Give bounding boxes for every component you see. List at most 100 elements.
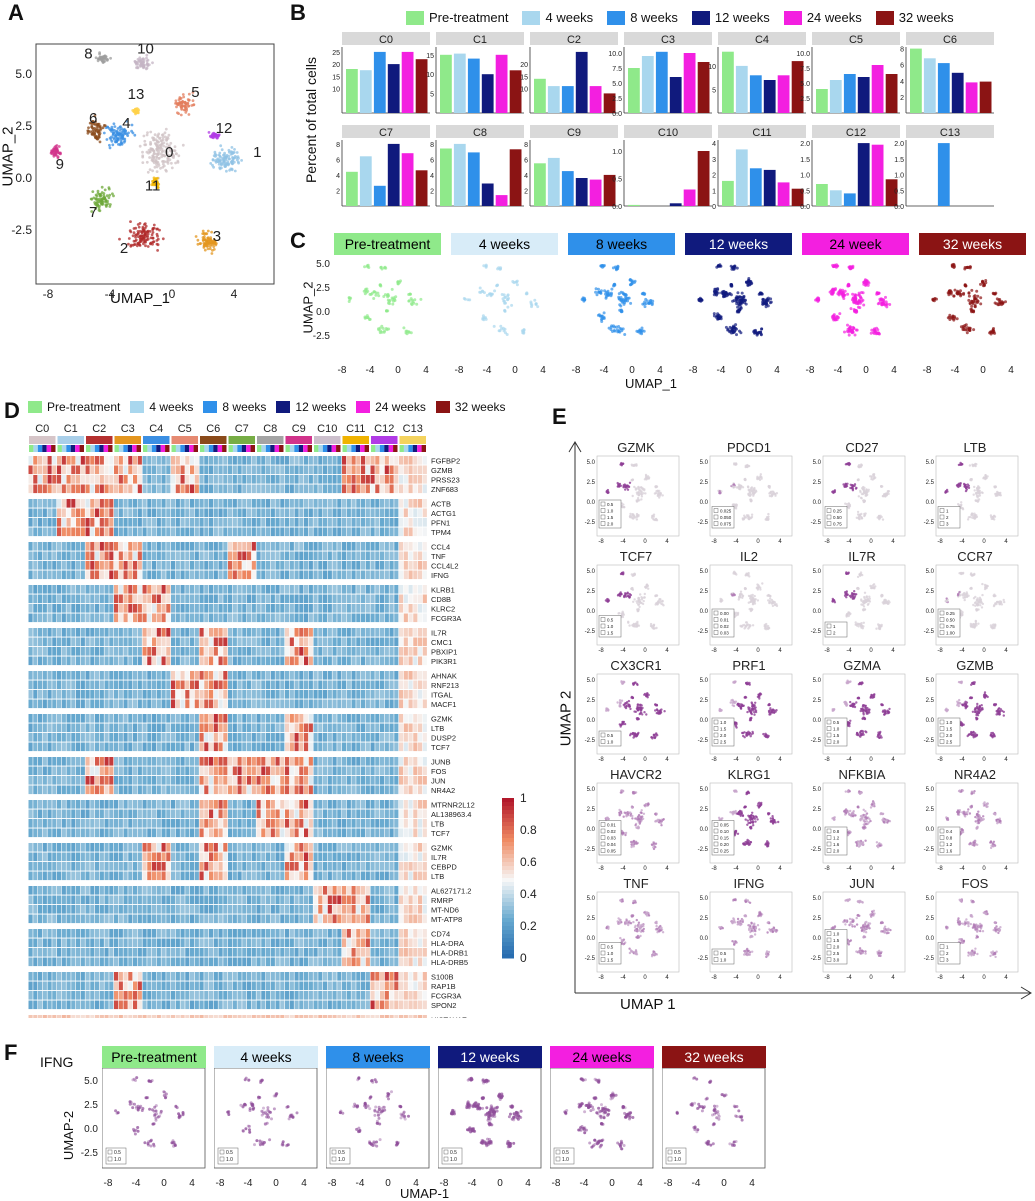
- feature-legend-value: 2.0: [607, 522, 614, 527]
- facet-ytick: 0: [712, 204, 716, 211]
- feature-xtick: 0: [756, 539, 760, 545]
- feature-legend-value: 1.0: [833, 727, 840, 732]
- feature-ytick: 0.0: [700, 609, 709, 615]
- feature-plot-title: JUN: [849, 876, 874, 891]
- feature-legend-value: 0.8: [833, 829, 840, 834]
- bar-C0-5: [416, 59, 428, 113]
- feature-ytick: 5.0: [813, 896, 822, 902]
- legend-swatch: [876, 11, 894, 25]
- feature-legend-value: 1.6: [833, 842, 840, 847]
- heatmap-col-annot: [86, 436, 113, 452]
- bar-C12-2: [844, 193, 856, 206]
- heatmap-block-12: [29, 972, 427, 1009]
- feature-legend-value: 1.0: [607, 624, 614, 629]
- feature-legend-value: 0.75: [946, 624, 955, 629]
- bar-C4-1: [736, 66, 748, 113]
- bar-C8-2: [468, 152, 480, 206]
- feature-legend: 0.050.100.150.200.25: [712, 821, 734, 856]
- colorbar-tick: 0.8: [520, 823, 537, 837]
- feature-legend-value: 0.04: [607, 842, 616, 847]
- feature-ytick: 2.5: [926, 698, 935, 704]
- heatmap-gene-label: RAP1B: [431, 982, 456, 991]
- feature-legend-value: 0.50: [833, 515, 842, 520]
- feature-plot-title: PRF1: [732, 658, 765, 673]
- feature-legend: 0.51.01.5: [599, 616, 621, 638]
- feature-xtick: -4: [959, 866, 965, 872]
- feature-legend-value: 2.0: [720, 733, 727, 738]
- feature-ytick: -2.5: [811, 738, 822, 744]
- facet-ytick: 6: [430, 157, 434, 164]
- feature-xtick: 0: [643, 866, 647, 872]
- bar-C11-2: [750, 168, 762, 206]
- bar-C12-4: [872, 145, 884, 206]
- heatmap-col-label: C6: [206, 423, 220, 435]
- bar-C2-3: [576, 52, 588, 113]
- feature-plot-title: IFNG: [733, 876, 764, 891]
- facet-ytick: 0.0: [612, 111, 622, 118]
- feature-legend-value: 2.5: [833, 951, 840, 956]
- facet-ytick: 1.0: [612, 149, 622, 156]
- bar-C0-0: [346, 69, 358, 113]
- feature-legend-value: 2.0: [946, 733, 953, 738]
- facet-title: C13: [940, 127, 960, 139]
- panel-f-xtick: 0: [497, 1178, 503, 1189]
- heatmap-col-annot: [58, 436, 85, 452]
- facet-title: C7: [379, 127, 393, 139]
- umap-c-xtick: -4: [717, 365, 726, 376]
- feature-ytick: 2.5: [926, 807, 935, 813]
- umap-c-xtick: 0: [980, 365, 986, 376]
- umap-c-xtick: 4: [774, 365, 780, 376]
- feature-legend: 12: [825, 622, 847, 637]
- cluster-label-13: 13: [128, 86, 145, 103]
- feature-xtick: -8: [711, 539, 717, 545]
- feature-xtick: -8: [824, 648, 830, 654]
- heatmap-col-label: C9: [292, 423, 306, 435]
- feature-xtick: 0: [982, 866, 986, 872]
- facet-title: C3: [661, 34, 675, 46]
- heatmap-block-0: [29, 456, 427, 493]
- heatmap-gene-label: TPM4: [431, 528, 451, 537]
- feature-xtick: 4: [665, 975, 669, 981]
- facet-ytick: 15: [520, 74, 528, 81]
- feature-plot-title: NR4A2: [954, 767, 996, 782]
- heatmap-gene-label: AHNAK: [431, 672, 457, 681]
- feature-legend-value: 0.10: [720, 829, 729, 834]
- feature-ytick: 5.0: [700, 787, 709, 793]
- colorbar-tick: 0.6: [520, 855, 537, 869]
- heatmap-col-label: C11: [346, 423, 365, 435]
- bar-C1-4: [496, 55, 508, 113]
- facet-ytick: 4: [524, 173, 528, 180]
- facet-ytick: 10.0: [796, 51, 810, 58]
- feature-xtick: -8: [711, 757, 717, 763]
- heatmap-gene-label: PRSS23: [431, 476, 460, 485]
- feature-ytick: 0.0: [813, 609, 822, 615]
- feature-xtick: 4: [665, 648, 669, 654]
- heatmap-gene-label: AL138963.4: [431, 810, 471, 819]
- heatmap-gene-label: SPON2: [431, 1001, 456, 1010]
- heatmap-col-annot: [371, 436, 398, 452]
- heatmap-block-3: [29, 585, 427, 622]
- cluster-label-0: 0: [165, 144, 173, 161]
- heatmap-block-9: [29, 843, 427, 880]
- bar-C3-1: [642, 56, 654, 113]
- feature-legend-value: 1.2: [833, 836, 840, 841]
- bar-C8-1: [454, 144, 466, 206]
- bar-C9-4: [590, 180, 602, 206]
- cluster-label-1: 1: [253, 144, 261, 161]
- heatmap-block-4: [29, 628, 427, 665]
- bar-C11-3: [764, 170, 776, 206]
- heatmap-colorbar: 10.80.60.40.20: [502, 791, 537, 965]
- feature-ytick: -2.5: [698, 956, 709, 962]
- bar-C7-1: [360, 156, 372, 206]
- heatmap-legend-item: Pre-treatment: [28, 400, 120, 414]
- bar-C11-4: [778, 182, 790, 206]
